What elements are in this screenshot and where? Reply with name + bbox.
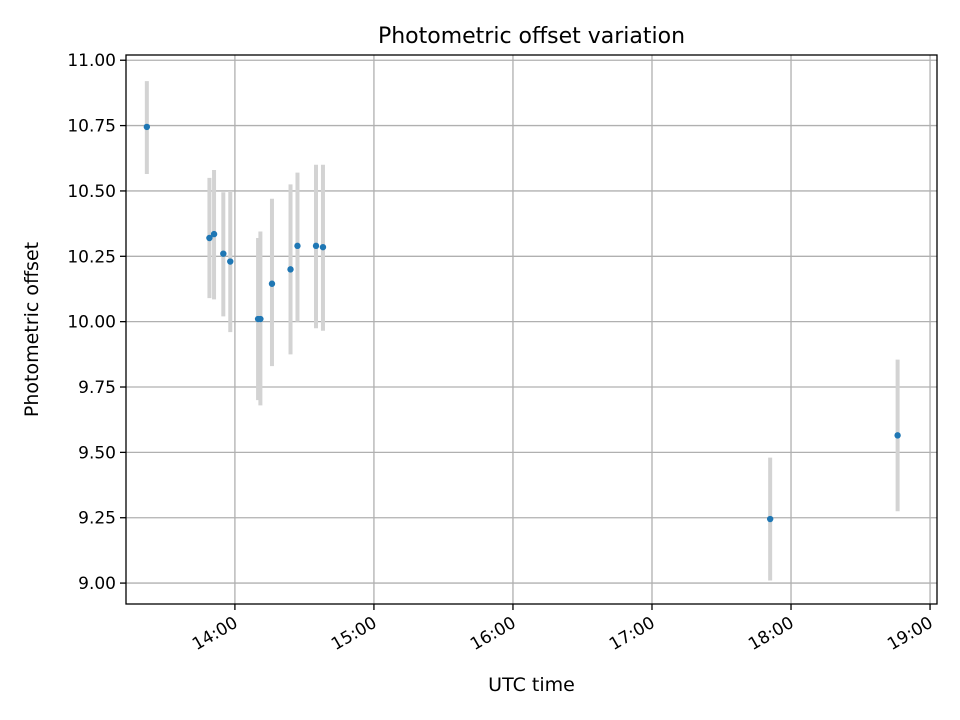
x-tick-label: 18:00	[745, 613, 797, 655]
grid	[126, 55, 937, 604]
y-tick-label: 11.00	[67, 51, 116, 71]
y-tick-label: 9.50	[78, 443, 116, 463]
plot-frame	[125, 54, 938, 605]
y-tick-label: 10.50	[67, 182, 116, 202]
y-tick-label: 10.25	[67, 247, 116, 267]
y-tick-label: 9.25	[78, 509, 116, 529]
data-point	[206, 234, 213, 242]
y-tick-label: 10.00	[67, 313, 116, 333]
y-tick-label: 9.00	[78, 574, 116, 594]
data-point	[220, 250, 227, 257]
data-point	[210, 230, 218, 238]
x-axis-label: UTC time	[488, 674, 575, 696]
y-axis-label: Photometric offset	[21, 242, 43, 417]
data-point	[294, 242, 301, 250]
data-point	[287, 266, 294, 273]
y-tick-label: 9.75	[78, 378, 116, 398]
x-tick-label: 16:00	[467, 613, 519, 655]
x-tick-label: 14:00	[189, 613, 241, 655]
data-point	[143, 123, 151, 131]
x-tick-label: 17:00	[606, 613, 658, 655]
data-point	[766, 515, 774, 523]
y-axis-ticks: 9.00 9.25 9.50 9.75 10.00 10.25 10.50 10.75 11.0…	[67, 51, 126, 594]
data-points	[143, 123, 901, 523]
error-bars	[144, 81, 900, 581]
x-tick-label: 19:00	[884, 613, 936, 655]
data-point	[227, 258, 234, 265]
data-point	[268, 280, 276, 287]
chart-title: Photometric offset variation	[378, 24, 685, 49]
y-tick-label: 10.75	[67, 117, 116, 137]
data-point	[319, 243, 327, 251]
x-axis-ticks: 14:00 15:00 16:00 17:00 18:00 19:00	[189, 604, 937, 655]
data-point	[257, 315, 264, 323]
data-point	[894, 432, 901, 439]
x-tick-label: 15:00	[328, 613, 380, 655]
data-point	[312, 242, 320, 250]
